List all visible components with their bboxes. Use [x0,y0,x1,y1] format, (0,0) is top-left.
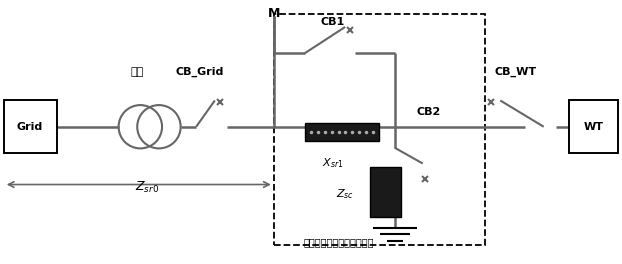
Text: $Z_{sr0}$: $Z_{sr0}$ [134,180,159,195]
Bar [305,123,379,141]
Bar [4,101,57,153]
Text: Grid: Grid [17,122,43,132]
Text: CB_WT: CB_WT [494,67,537,77]
Text: $Z_{sc}$: $Z_{sc}$ [336,187,354,201]
Text: M: M [267,7,280,20]
Bar [274,14,485,245]
Text: CB2: CB2 [417,107,441,117]
Text: WT: WT [583,122,603,132]
Text: CB_Grid: CB_Grid [175,67,223,77]
Text: $X_{sr1}$: $X_{sr1}$ [322,157,343,171]
Bar [147,105,152,148]
Bar [370,167,401,217]
Bar [569,101,618,153]
Text: 改进的低电压穿越测试设备: 改进的低电压穿越测试设备 [304,237,374,247]
Text: 箱变: 箱变 [131,67,144,77]
Text: CB1: CB1 [320,17,345,27]
